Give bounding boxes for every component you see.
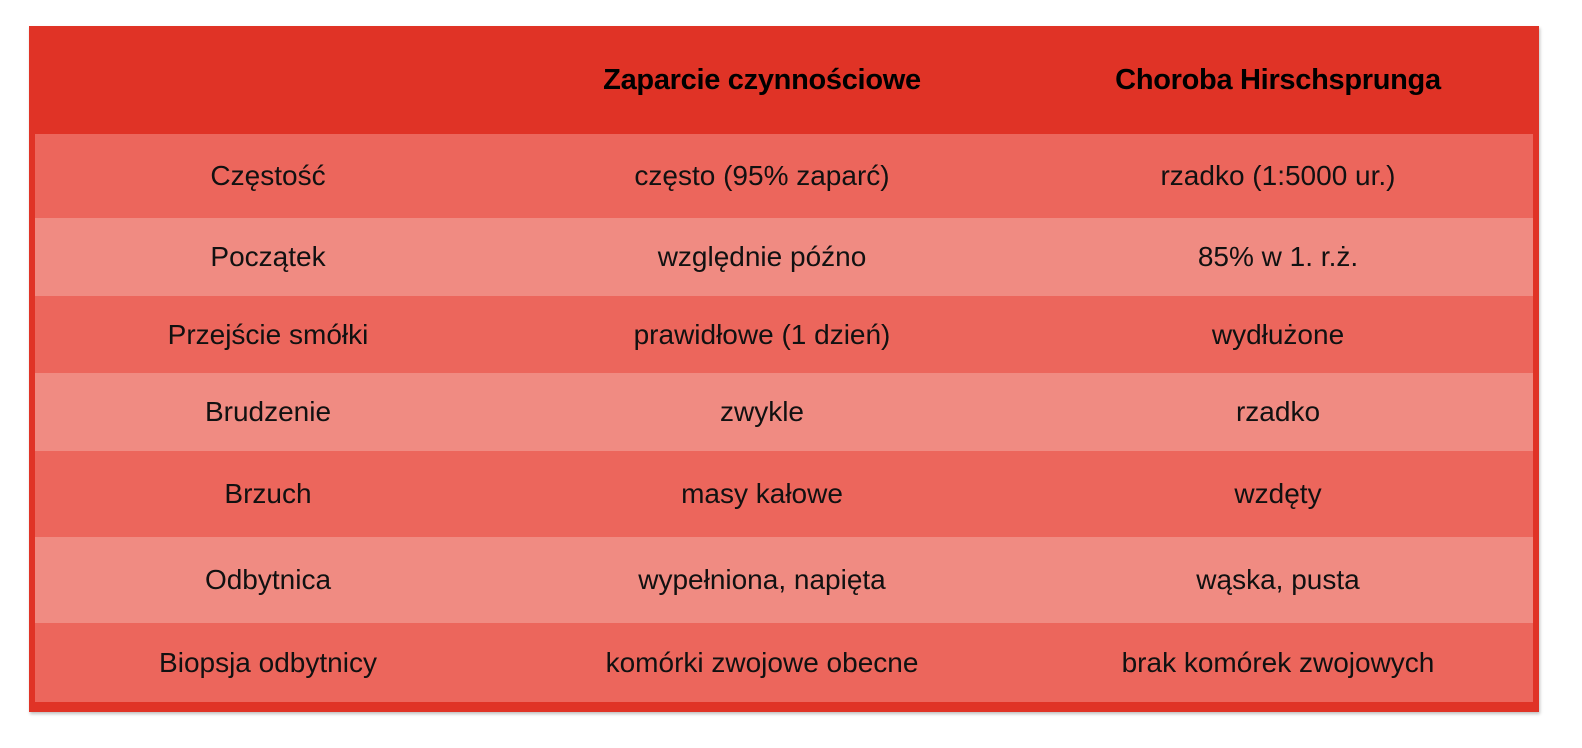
table-row: Brzuch masy kałowe wzdęty	[35, 451, 1533, 537]
row-label: Odbytnica	[35, 537, 501, 623]
header-empty-cell	[35, 26, 501, 134]
table-cell: brak komórek zwojowych	[1023, 623, 1533, 702]
table-cell: wąska, pusta	[1023, 537, 1533, 623]
table-cell: rzadko (1:5000 ur.)	[1023, 134, 1533, 218]
row-label: Brzuch	[35, 451, 501, 537]
table-cell: rzadko	[1023, 373, 1533, 451]
table-row: Przejście smółki prawidłowe (1 dzień) wy…	[35, 296, 1533, 373]
comparison-table: Zaparcie czynnościowe Choroba Hirschspru…	[35, 26, 1533, 702]
table-cell: prawidłowe (1 dzień)	[501, 296, 1023, 373]
comparison-table-frame: Zaparcie czynnościowe Choroba Hirschspru…	[29, 26, 1539, 712]
table-cell: wydłużone	[1023, 296, 1533, 373]
table-row: Biopsja odbytnicy komórki zwojowe obecne…	[35, 623, 1533, 702]
table-cell: często (95% zaparć)	[501, 134, 1023, 218]
header-functional-constipation: Zaparcie czynnościowe	[501, 26, 1023, 134]
table-row: Częstość często (95% zaparć) rzadko (1:5…	[35, 134, 1533, 218]
table-cell: zwykle	[501, 373, 1023, 451]
header-hirschsprung-disease: Choroba Hirschsprunga	[1023, 26, 1533, 134]
table-cell: wypełniona, napięta	[501, 537, 1023, 623]
row-label: Biopsja odbytnicy	[35, 623, 501, 702]
table-row: Odbytnica wypełniona, napięta wąska, pus…	[35, 537, 1533, 623]
row-label: Brudzenie	[35, 373, 501, 451]
row-label: Częstość	[35, 134, 501, 218]
table-cell: masy kałowe	[501, 451, 1023, 537]
table-cell: wzdęty	[1023, 451, 1533, 537]
table-cell: względnie późno	[501, 218, 1023, 296]
table-row: Brudzenie zwykle rzadko	[35, 373, 1533, 451]
table-cell: komórki zwojowe obecne	[501, 623, 1023, 702]
row-label: Przejście smółki	[35, 296, 501, 373]
table-cell: 85% w 1. r.ż.	[1023, 218, 1533, 296]
table-row: Początek względnie późno 85% w 1. r.ż.	[35, 218, 1533, 296]
table-header-row: Zaparcie czynnościowe Choroba Hirschspru…	[35, 26, 1533, 134]
row-label: Początek	[35, 218, 501, 296]
